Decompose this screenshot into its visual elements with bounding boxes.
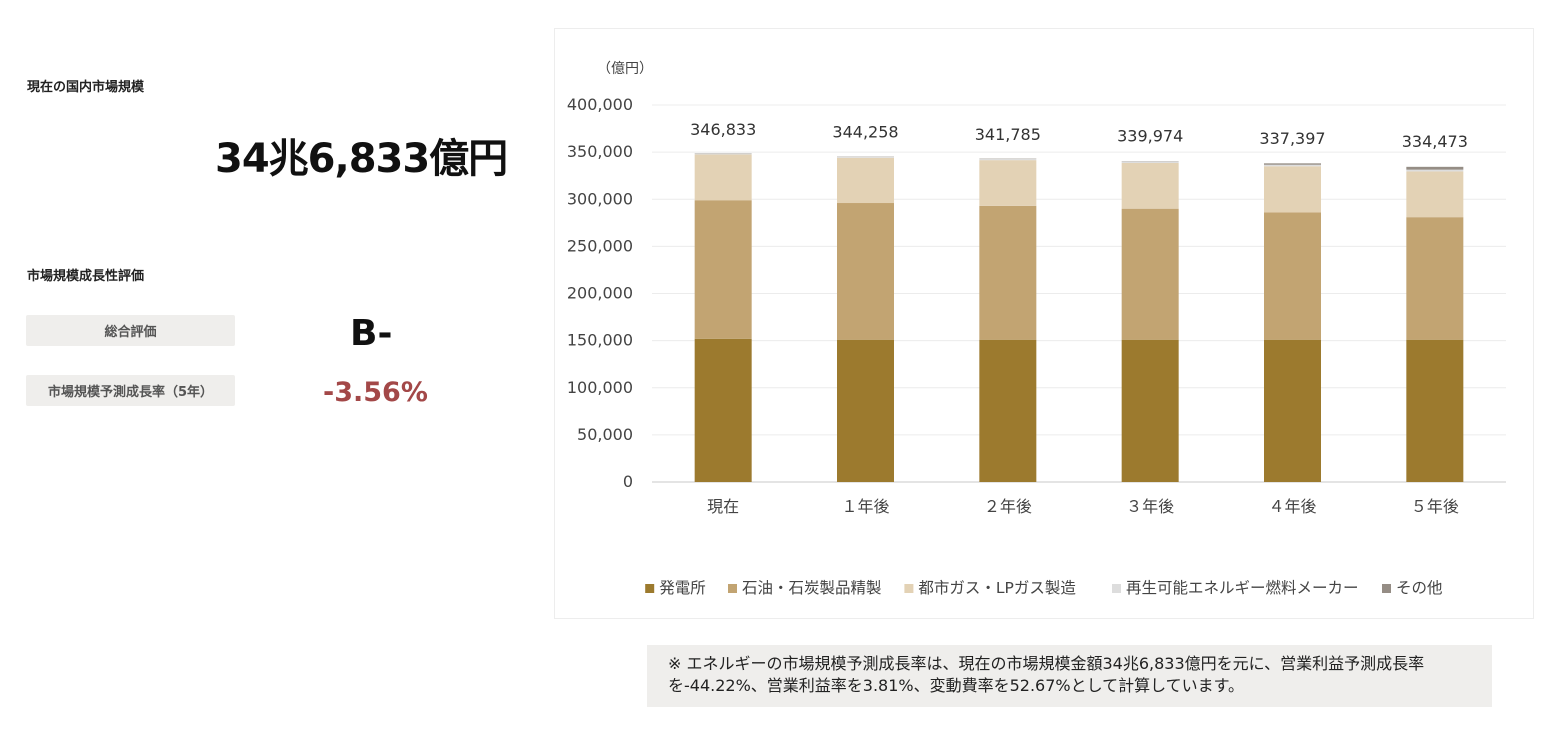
y-tick-label: 350,000 bbox=[567, 142, 633, 161]
y-tick-label: 200,000 bbox=[567, 284, 633, 303]
legend-swatch bbox=[1112, 584, 1121, 593]
market-size-value: 34兆6,833億円 bbox=[215, 136, 508, 182]
bar-segment bbox=[694, 153, 752, 155]
y-unit-label: （億円） bbox=[597, 61, 653, 77]
legend-label: 再生可能エネルギー燃料メーカー bbox=[1126, 579, 1359, 597]
bar-segment bbox=[1406, 166, 1464, 170]
overall-rating-value: B- bbox=[350, 313, 393, 354]
bar-segment bbox=[979, 158, 1037, 161]
legend-swatch bbox=[728, 584, 737, 593]
bar-segment bbox=[1406, 217, 1464, 340]
stacked-bar-chart: （億円） 0 50,000 100,000 150,000 200,000 250,000 3… bbox=[554, 28, 1534, 619]
summary-panel: 現在の国内市場規模 34兆6,833億円 市場規模成長性評価 総合評価 B- 市… bbox=[0, 0, 540, 735]
bar-segment bbox=[1264, 212, 1321, 340]
overall-rating-label: 総合評価 bbox=[26, 315, 235, 346]
legend-swatch bbox=[1382, 584, 1391, 593]
y-tick-label: 0 bbox=[623, 472, 633, 491]
legend-swatch bbox=[645, 584, 655, 593]
y-tick-label: 300,000 bbox=[567, 189, 633, 208]
bar-total-label: 334,473 bbox=[1402, 132, 1468, 151]
growth-rate-label: 市場規模予測成長率（5年） bbox=[26, 375, 235, 406]
bar-segment bbox=[1121, 161, 1179, 163]
footnote-text: ※ エネルギーの市場規模予測成長率は、現在の市場規模金額34兆6,833億円を元… bbox=[668, 654, 1425, 695]
bar-segment bbox=[979, 205, 1037, 340]
bar-total-label: 339,974 bbox=[1117, 127, 1183, 146]
bar-segment bbox=[1264, 164, 1321, 167]
growth-rate-value: -3.56% bbox=[323, 377, 428, 408]
bar-segment bbox=[1264, 339, 1321, 482]
y-tick-label: 100,000 bbox=[567, 378, 633, 397]
legend-label: その他 bbox=[1396, 579, 1443, 597]
bar-segment bbox=[979, 339, 1037, 482]
bar-segment bbox=[694, 338, 752, 482]
bar-segment bbox=[1264, 163, 1321, 165]
growth-evaluation-label: 市場規模成長性評価 bbox=[27, 269, 145, 284]
bar-segment bbox=[1406, 339, 1464, 482]
legend-swatch bbox=[904, 584, 914, 593]
bar-total-label: 346,833 bbox=[690, 120, 756, 139]
market-size-label: 現在の国内市場規模 bbox=[27, 80, 145, 95]
x-tick-label: 現在 bbox=[707, 497, 739, 516]
x-tick-label: １年後 bbox=[841, 497, 889, 516]
bar-segment bbox=[1121, 208, 1179, 340]
bar-segment bbox=[837, 339, 894, 482]
bar-total-label: 341,785 bbox=[975, 125, 1041, 144]
bar-segment bbox=[1406, 171, 1464, 218]
y-tick-label: 50,000 bbox=[577, 425, 633, 444]
x-tick-label: ４年後 bbox=[1268, 497, 1316, 516]
bar-segment bbox=[694, 154, 752, 201]
x-tick-label: ３年後 bbox=[1126, 497, 1174, 516]
y-tick-label: 250,000 bbox=[567, 236, 633, 255]
bar-segment bbox=[1406, 169, 1464, 172]
bar-segment bbox=[837, 157, 894, 204]
legend-label: 石油・石炭製品精製 bbox=[742, 579, 882, 597]
x-tick-label: ５年後 bbox=[1411, 497, 1459, 516]
bar-segment bbox=[837, 203, 894, 340]
bar-total-label: 337,397 bbox=[1259, 129, 1325, 148]
bar-segment bbox=[837, 156, 894, 158]
bar-segment bbox=[979, 160, 1037, 206]
y-tick-label: 150,000 bbox=[567, 331, 633, 350]
bar-segment bbox=[1121, 339, 1179, 482]
bar-total-label: 344,258 bbox=[832, 123, 898, 142]
legend-label: 都市ガス・LPガス製造 bbox=[918, 579, 1076, 597]
y-tick-label: 400,000 bbox=[567, 95, 633, 114]
footnote: ※ エネルギーの市場規模予測成長率は、現在の市場規模金額34兆6,833億円を元… bbox=[647, 645, 1492, 707]
x-tick-label: ２年後 bbox=[984, 497, 1032, 516]
chart-canvas: （億円） 0 50,000 100,000 150,000 200,000 250,000 3… bbox=[567, 61, 1506, 597]
bar-segment bbox=[1121, 162, 1179, 209]
legend-label: 発電所 bbox=[659, 579, 706, 597]
bar-segment bbox=[1264, 166, 1321, 213]
bar-segment bbox=[694, 200, 752, 339]
